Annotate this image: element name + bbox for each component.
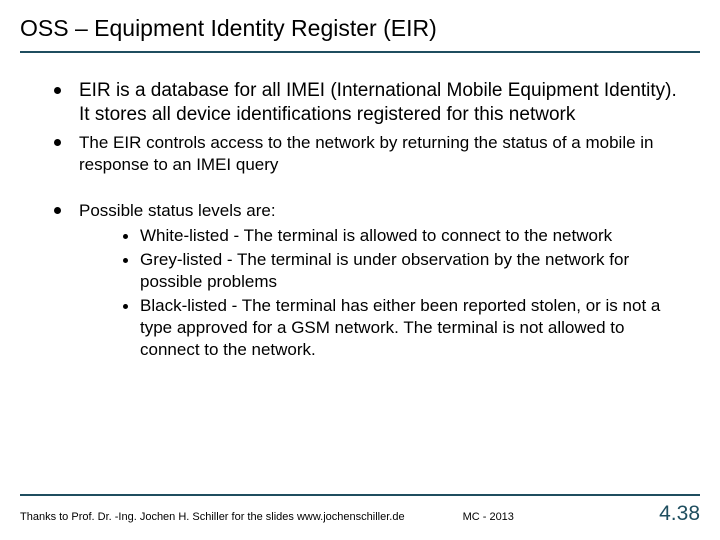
footer-credits: Thanks to Prof. Dr. -Ing. Jochen H. Schi…: [20, 511, 405, 523]
bullet-icon: [123, 304, 128, 309]
bullet-icon: [123, 234, 128, 239]
spacer: [54, 182, 684, 200]
footer-rule: [20, 494, 700, 496]
bullet-block: Possible status levels are: White-listed…: [79, 200, 684, 363]
footer-row: Thanks to Prof. Dr. -Ing. Jochen H. Schi…: [20, 502, 700, 526]
sub-bullet-text: Grey-listed - The terminal is under obse…: [140, 249, 684, 293]
bullet-text: The EIR controls access to the network b…: [79, 132, 684, 176]
bullet-icon: [54, 207, 61, 214]
sub-bullet-item: White-listed - The terminal is allowed t…: [123, 225, 684, 247]
sub-bullet-item: Black-listed - The terminal has either b…: [123, 295, 684, 361]
bullet-icon: [123, 258, 128, 263]
bullet-icon: [54, 139, 61, 146]
slide-content: EIR is a database for all IMEI (Internat…: [20, 53, 700, 363]
footer-course: MC - 2013: [463, 511, 514, 523]
sub-bullet-text: Black-listed - The terminal has either b…: [140, 295, 684, 361]
page-number: 4.38: [659, 502, 700, 526]
slide: OSS – Equipment Identity Register (EIR) …: [0, 0, 720, 540]
slide-title: OSS – Equipment Identity Register (EIR): [20, 14, 700, 51]
bullet-text: Possible status levels are:: [79, 201, 276, 220]
bullet-item: Possible status levels are: White-listed…: [54, 200, 684, 363]
sub-bullet-text: White-listed - The terminal is allowed t…: [140, 225, 612, 247]
bullet-item: The EIR controls access to the network b…: [54, 132, 684, 176]
bullet-text: EIR is a database for all IMEI (Internat…: [79, 79, 684, 127]
bullet-item: EIR is a database for all IMEI (Internat…: [54, 79, 684, 127]
slide-footer: Thanks to Prof. Dr. -Ing. Jochen H. Schi…: [0, 494, 720, 526]
sub-bullet-list: White-listed - The terminal is allowed t…: [79, 223, 684, 362]
bullet-icon: [54, 87, 61, 94]
sub-bullet-item: Grey-listed - The terminal is under obse…: [123, 249, 684, 293]
